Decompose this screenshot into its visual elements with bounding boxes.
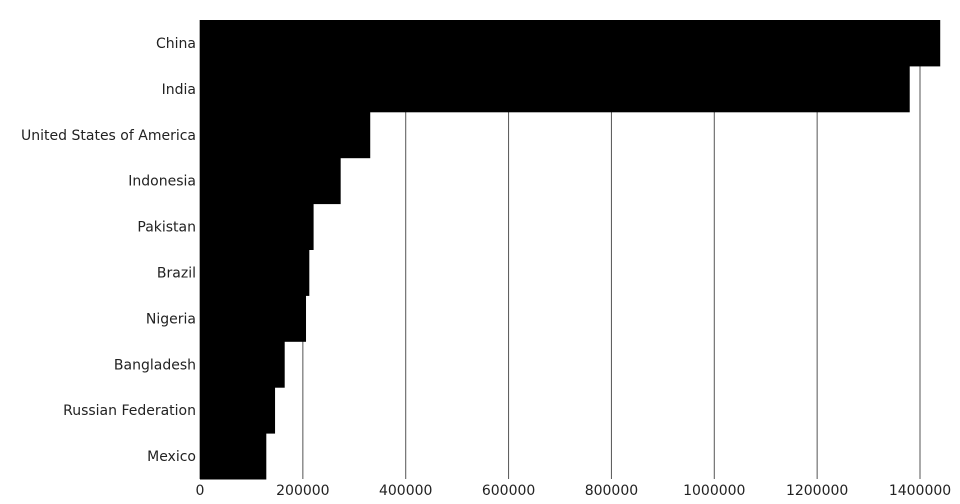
bar: [200, 295, 307, 342]
x-tick-label: 600000: [482, 483, 535, 499]
category-label: Pakistan: [137, 220, 196, 236]
bar: [200, 203, 314, 250]
x-tick-label: 1000000: [683, 483, 745, 499]
x-tick-label: 1200000: [786, 483, 848, 499]
category-label: Indonesia: [128, 174, 196, 190]
x-tick-label: 200000: [276, 483, 329, 499]
bar: [200, 65, 910, 113]
bar: [200, 157, 341, 205]
bars: [200, 20, 941, 480]
bar: [200, 20, 941, 67]
category-labels: China India United States of America Indone…: [21, 36, 196, 465]
x-tick-label: 400000: [379, 483, 432, 499]
x-tick-label: 0: [196, 483, 205, 499]
category-label: Mexico: [147, 449, 196, 465]
category-label: United States of America: [21, 128, 196, 144]
bar: [200, 387, 276, 434]
bar: [200, 341, 285, 388]
bar: [200, 433, 267, 480]
x-tick-label: 1400000: [889, 483, 951, 499]
category-label: Nigeria: [146, 311, 196, 327]
category-label: India: [162, 82, 196, 98]
x-tick-labels: 0 200000 400000 600000 800000 1000000 1200000 1…: [196, 483, 952, 499]
category-label: Brazil: [157, 265, 196, 281]
category-label: Bangladesh: [114, 357, 196, 373]
bar: [200, 249, 310, 296]
category-label: China: [156, 36, 196, 52]
category-label: Russian Federation: [63, 403, 196, 419]
bar: [200, 111, 371, 159]
x-tick-label: 800000: [585, 483, 638, 499]
